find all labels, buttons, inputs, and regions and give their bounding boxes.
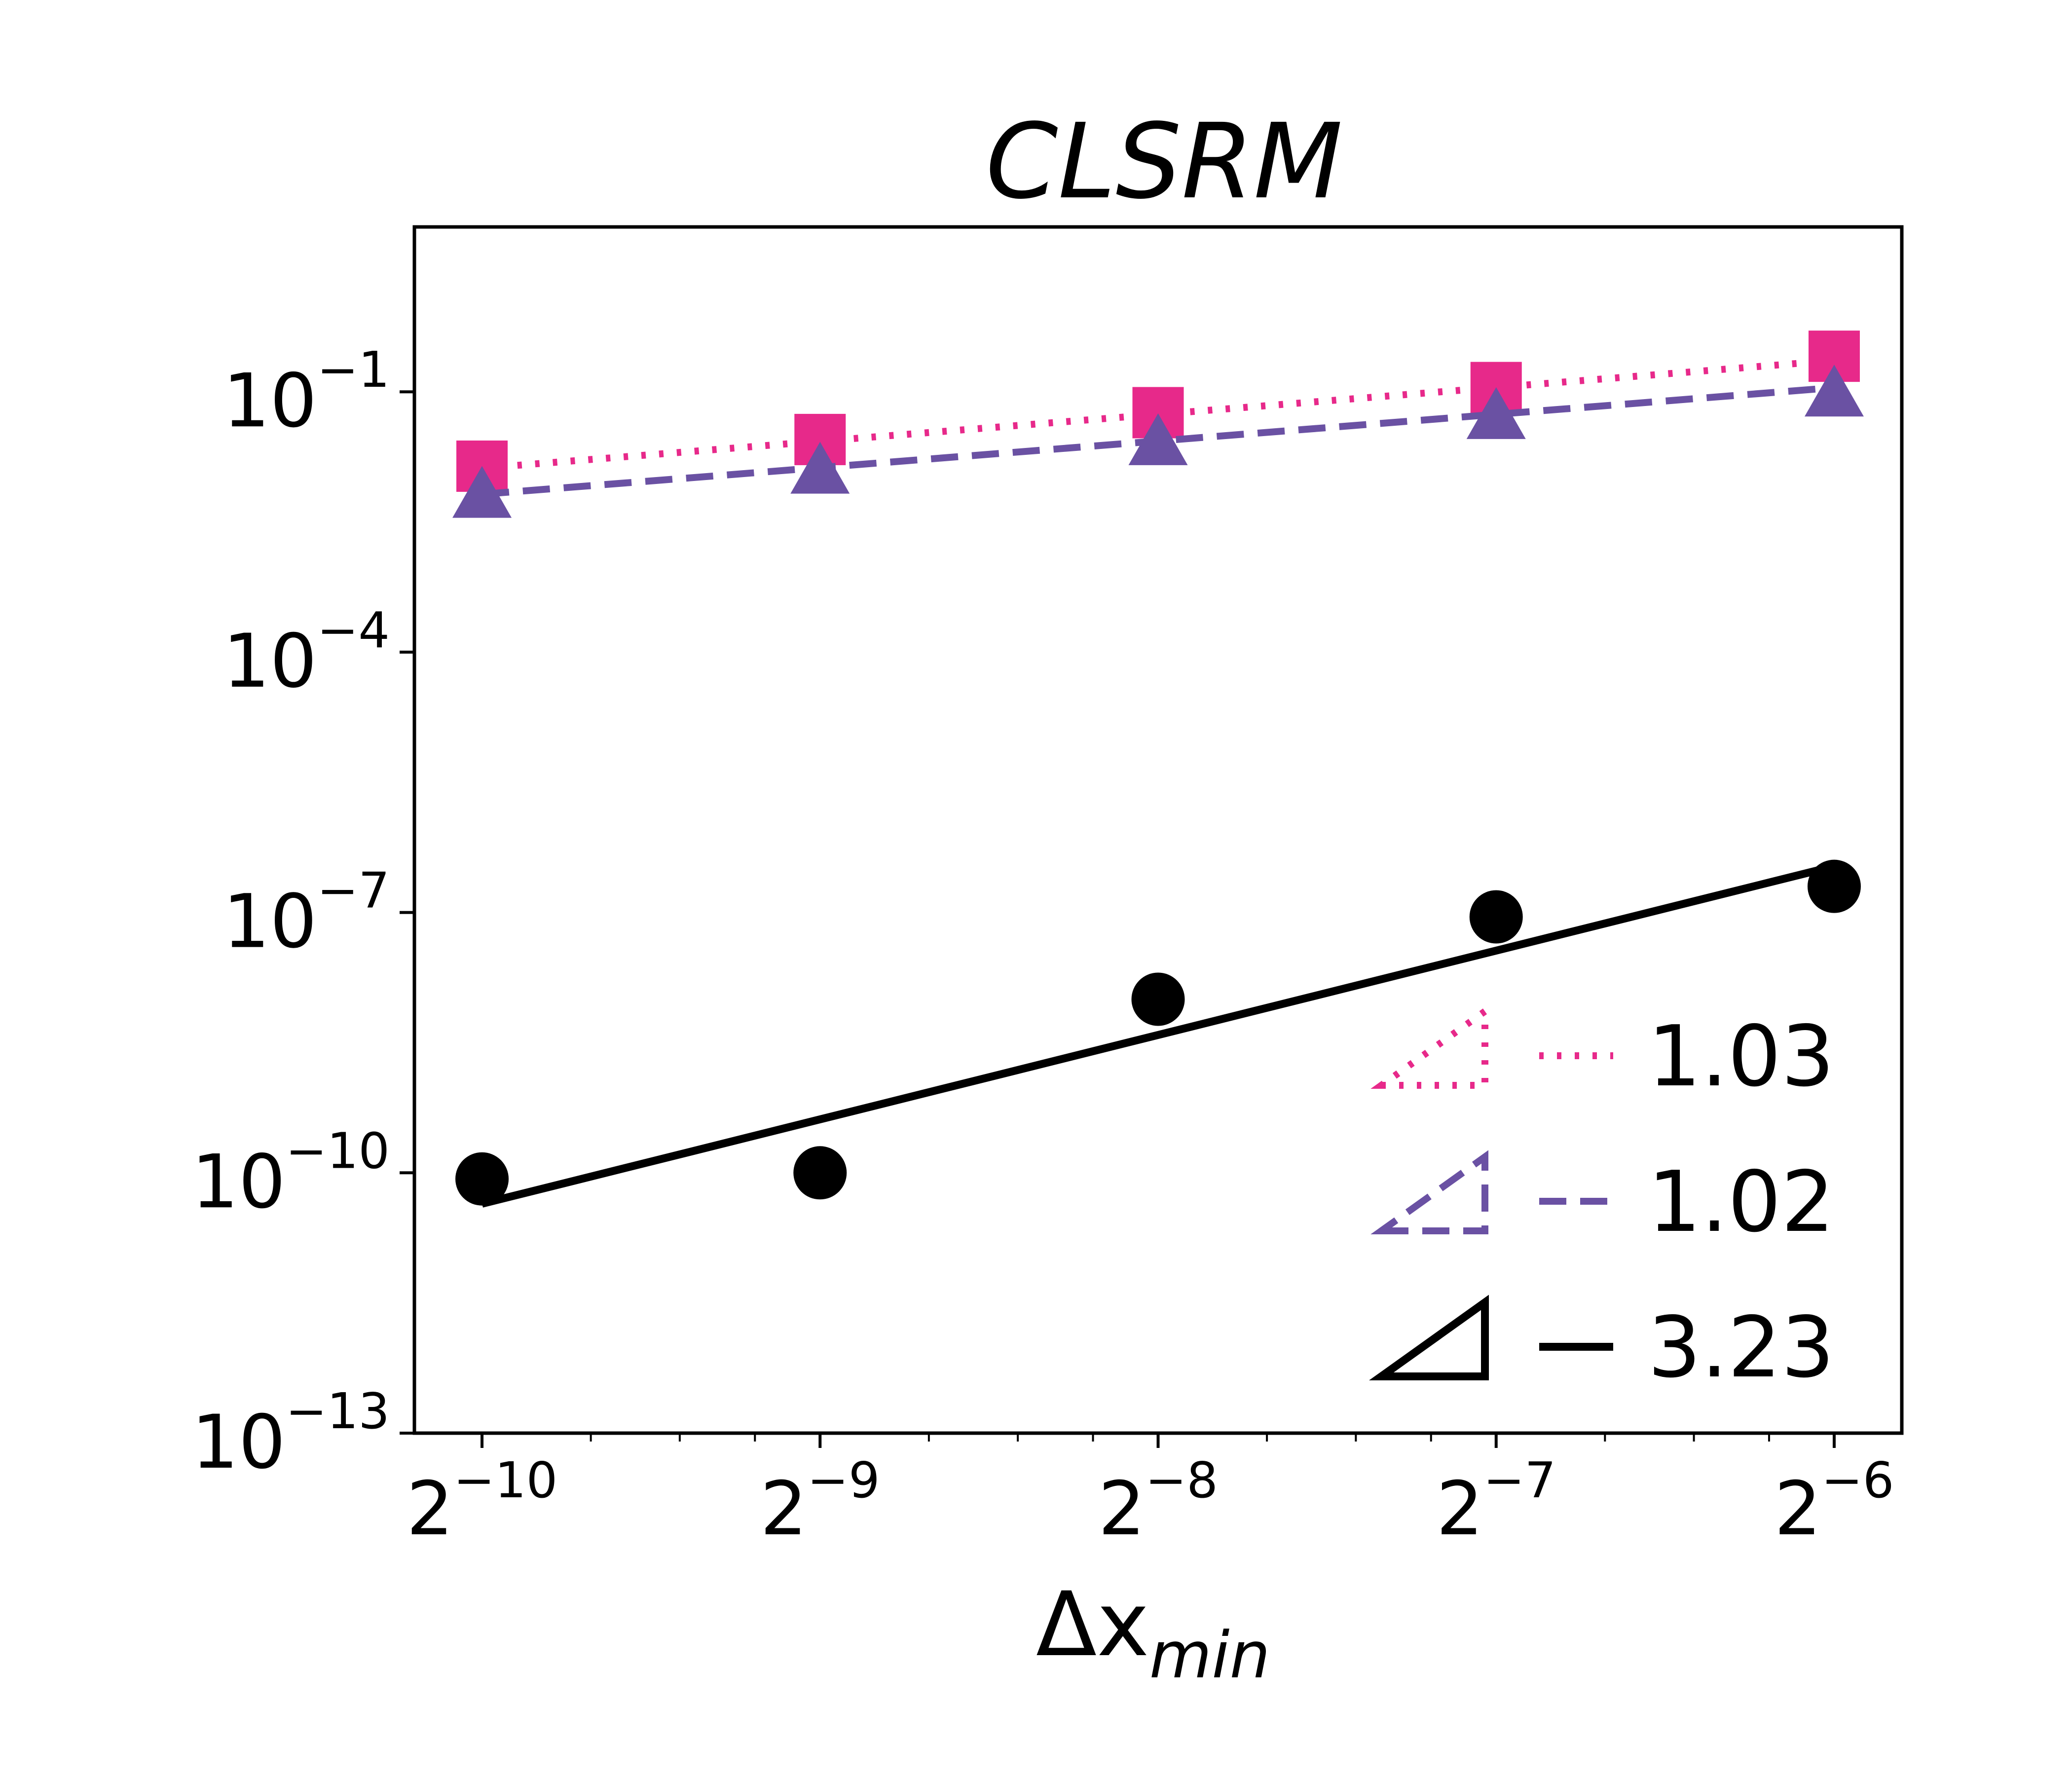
x-tick-base: 2 <box>1775 1466 1821 1552</box>
x-tick-base: 2 <box>1436 1466 1483 1552</box>
data-point-black <box>1807 859 1861 913</box>
x-tick-exponent: −7 <box>1483 1451 1556 1509</box>
slope-label-pink: 1.03 <box>1648 1008 1835 1106</box>
y-tick-base: 10 <box>191 1400 286 1485</box>
x-tick-exponent: −8 <box>1146 1451 1218 1509</box>
x-axis-label-main: Δx <box>1036 1573 1149 1676</box>
x-tick-base: 2 <box>1098 1466 1145 1552</box>
x-tick-label: 2−9 <box>760 1451 880 1552</box>
x-tick-exponent: −9 <box>807 1451 880 1509</box>
x-tick-label: 2−7 <box>1436 1451 1556 1552</box>
y-tick-base: 10 <box>223 619 317 704</box>
slope-label-purple: 1.02 <box>1648 1153 1835 1251</box>
x-tick-exponent: −6 <box>1821 1451 1894 1509</box>
axis-ticks <box>400 390 1836 1448</box>
y-tick-label: 10−10 <box>191 1122 390 1225</box>
y-tick-base: 10 <box>191 1139 286 1225</box>
x-axis-tick-labels: 2−10 2−9 2−8 2−7 2−6 <box>407 1451 1894 1552</box>
y-tick-exponent: −4 <box>317 601 390 659</box>
x-axis-label-subscript: min <box>1149 1618 1270 1693</box>
slope-triangle-purple <box>1370 1150 1488 1234</box>
data-point-black <box>455 1152 509 1206</box>
x-tick-label: 2−8 <box>1098 1451 1218 1552</box>
data-point-black <box>1469 890 1523 944</box>
y-tick-exponent: −7 <box>317 862 390 920</box>
data-point-purple <box>452 466 512 518</box>
x-tick-label: 2−10 <box>407 1451 557 1552</box>
data-point-black <box>1131 972 1185 1026</box>
y-tick-label: 10−4 <box>223 601 390 704</box>
fit-line-black <box>481 862 1835 1208</box>
slope-triangle-black <box>1369 1295 1489 1380</box>
y-tick-base: 10 <box>223 358 317 444</box>
data-point-black <box>793 1146 847 1200</box>
x-tick-exponent: −10 <box>453 1451 557 1509</box>
x-tick-base: 2 <box>407 1466 453 1552</box>
chart-title: CLSRM <box>986 101 1343 222</box>
x-axis-label: Δxmin <box>1036 1573 1270 1693</box>
x-tick-base: 2 <box>760 1466 807 1552</box>
y-tick-exponent: −1 <box>317 341 390 399</box>
slope-legend: 1.03 1.02 3.23 <box>1369 1004 1835 1397</box>
data-point-purple <box>790 442 850 494</box>
data-point-purple <box>1804 365 1864 417</box>
slope-label-black: 3.23 <box>1648 1299 1835 1397</box>
y-tick-label: 10−1 <box>223 341 390 444</box>
y-tick-exponent: −10 <box>286 1122 390 1180</box>
y-tick-base: 10 <box>223 879 317 965</box>
slope-triangle-pink <box>1370 1004 1488 1089</box>
x-tick-label: 2−6 <box>1775 1451 1894 1552</box>
series-layer <box>452 331 1864 1208</box>
data-point-purple <box>1128 413 1188 465</box>
data-point-purple <box>1466 387 1526 439</box>
y-tick-label: 10−7 <box>223 862 390 965</box>
y-tick-exponent: −13 <box>286 1382 390 1440</box>
y-tick-label: 10−13 <box>191 1382 390 1485</box>
